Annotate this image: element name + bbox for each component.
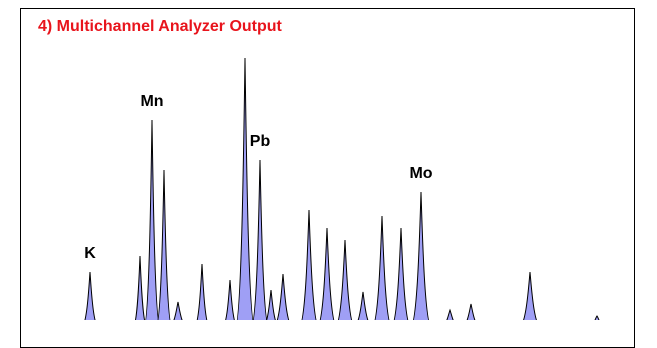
spectrum-peak-12 bbox=[301, 209, 317, 320]
peak-label-k: K bbox=[84, 245, 96, 262]
spectrum-peak-14 bbox=[337, 239, 353, 320]
spectrum-peak-4 bbox=[157, 169, 171, 320]
spectrum-peak-20 bbox=[466, 303, 476, 320]
peak-label-mo: Mo bbox=[409, 165, 432, 182]
spectrum-peak-22 bbox=[594, 315, 600, 320]
spectrum-peak-15 bbox=[357, 291, 369, 320]
spectrum-peak-21 bbox=[522, 271, 538, 320]
spectrum-plot: K Mn Pb Mo bbox=[84, 57, 600, 320]
spectrum-peak-16 bbox=[374, 215, 390, 320]
peak-label-mn: Mn bbox=[140, 93, 163, 110]
spectrum-peak-19 bbox=[446, 308, 454, 320]
spectrum-peak-17 bbox=[393, 227, 409, 320]
spectrum-peak-7 bbox=[225, 279, 235, 320]
spectrum-peak-8 bbox=[236, 57, 254, 320]
spectrum-peak-6 bbox=[196, 263, 208, 320]
peak-label-pb: Pb bbox=[250, 133, 271, 150]
chart-title: 4) Multichannel Analyzer Output bbox=[38, 18, 282, 35]
spectrum-peak-9 bbox=[252, 159, 268, 320]
spectrum-peak-18 bbox=[412, 191, 430, 320]
spectrum-peak-5 bbox=[173, 301, 183, 320]
spectrum-peak-3 bbox=[145, 119, 159, 320]
spectrum-peak-2 bbox=[134, 255, 146, 320]
spectrum-peak-1 bbox=[84, 271, 96, 320]
spectrum-peak-13 bbox=[319, 227, 335, 320]
spectrum-peak-11 bbox=[276, 273, 290, 320]
spectrum-peak-10 bbox=[266, 289, 276, 320]
